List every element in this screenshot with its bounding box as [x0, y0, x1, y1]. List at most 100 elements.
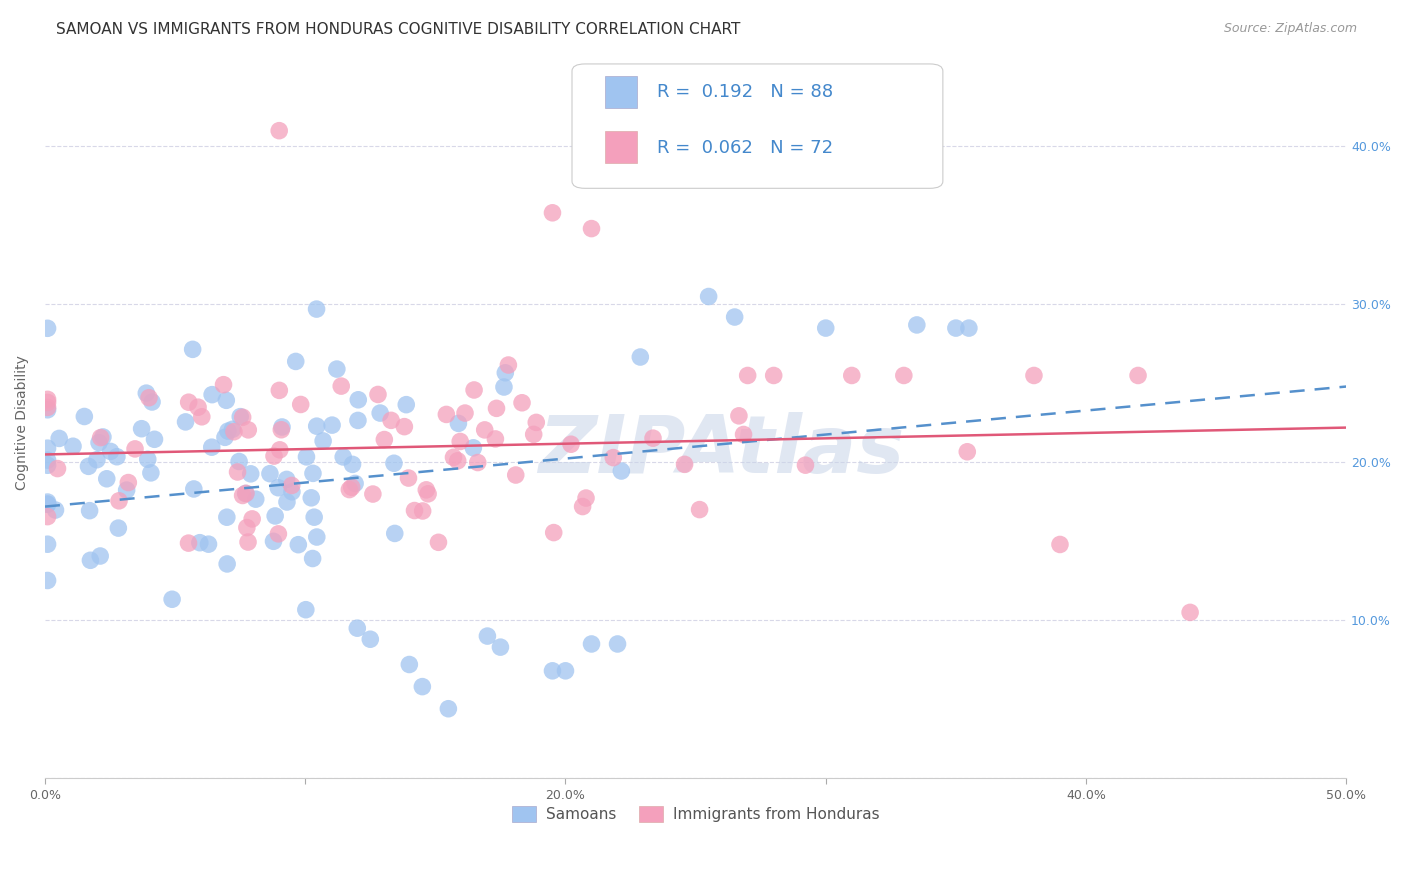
Point [235, 486, 257, 500]
Point [124, 442, 146, 456]
Point [427, 535, 450, 549]
Text: ZIPAtlas: ZIPAtlas [538, 412, 905, 491]
Point [259, 467, 281, 481]
Point [412, 504, 434, 518]
FancyBboxPatch shape [605, 76, 637, 108]
Point [305, 419, 328, 434]
Point [299, 491, 322, 505]
Point [37, 402, 59, 417]
Point [295, 603, 318, 617]
Point [602, 450, 624, 465]
Point [554, 664, 576, 678]
Point [276, 495, 298, 509]
Point [541, 664, 564, 678]
Point [641, 431, 664, 445]
Point [108, 493, 131, 508]
Point [188, 535, 211, 549]
Point [841, 368, 863, 383]
Point [361, 487, 384, 501]
Point [447, 454, 470, 468]
Point [689, 502, 711, 516]
Point [221, 422, 243, 436]
Point [181, 343, 204, 357]
Point [263, 534, 285, 549]
Point [398, 657, 420, 672]
Point [263, 449, 285, 463]
Point [139, 466, 162, 480]
Point [236, 535, 259, 549]
Point [560, 437, 582, 451]
Point [762, 368, 785, 383]
Point [37, 574, 59, 588]
Point [100, 444, 122, 458]
Point [270, 423, 292, 437]
Point [628, 350, 651, 364]
Point [305, 302, 328, 317]
Point [697, 289, 720, 303]
Point [222, 425, 245, 439]
Point [893, 368, 915, 383]
Point [187, 400, 209, 414]
Point [1022, 368, 1045, 383]
Point [235, 486, 257, 500]
Point [89, 549, 111, 563]
Point [284, 354, 307, 368]
Point [239, 467, 262, 481]
Point [330, 379, 353, 393]
Point [492, 380, 515, 394]
Point [48, 432, 70, 446]
Point [160, 592, 183, 607]
Point [581, 221, 603, 235]
Point [485, 401, 508, 416]
Point [201, 387, 224, 401]
Point [905, 318, 928, 332]
Point [276, 472, 298, 486]
Point [197, 537, 219, 551]
Point [232, 488, 254, 502]
Point [728, 409, 751, 423]
Point [302, 467, 325, 481]
Text: R =  0.192   N = 88: R = 0.192 N = 88 [657, 83, 832, 102]
Point [359, 632, 381, 647]
Point [290, 397, 312, 411]
Point [281, 484, 304, 499]
Point [489, 640, 512, 654]
Point [404, 503, 426, 517]
Point [280, 478, 302, 492]
Point [398, 471, 420, 485]
Point [131, 422, 153, 436]
Point [229, 409, 252, 424]
Point [269, 384, 291, 398]
Point [177, 395, 200, 409]
Point [245, 492, 267, 507]
Point [301, 551, 323, 566]
Point [90, 431, 112, 445]
Point [415, 483, 437, 497]
Point [449, 434, 471, 449]
Point [271, 420, 294, 434]
Point [498, 358, 520, 372]
Point [115, 483, 138, 497]
Point [37, 392, 59, 407]
Point [367, 387, 389, 401]
Point [37, 497, 59, 511]
Point [347, 392, 370, 407]
Point [724, 310, 747, 324]
Point [287, 538, 309, 552]
Point [77, 459, 100, 474]
Point [463, 441, 485, 455]
Text: Source: ZipAtlas.com: Source: ZipAtlas.com [1223, 22, 1357, 36]
Point [37, 453, 59, 467]
Point [37, 395, 59, 409]
Point [380, 413, 402, 427]
Point [434, 408, 457, 422]
Point [956, 444, 979, 458]
Point [571, 500, 593, 514]
Point [510, 396, 533, 410]
Point [240, 512, 263, 526]
Point [217, 557, 239, 571]
Point [215, 393, 238, 408]
Point [344, 476, 367, 491]
Point [96, 472, 118, 486]
Point [321, 418, 343, 433]
